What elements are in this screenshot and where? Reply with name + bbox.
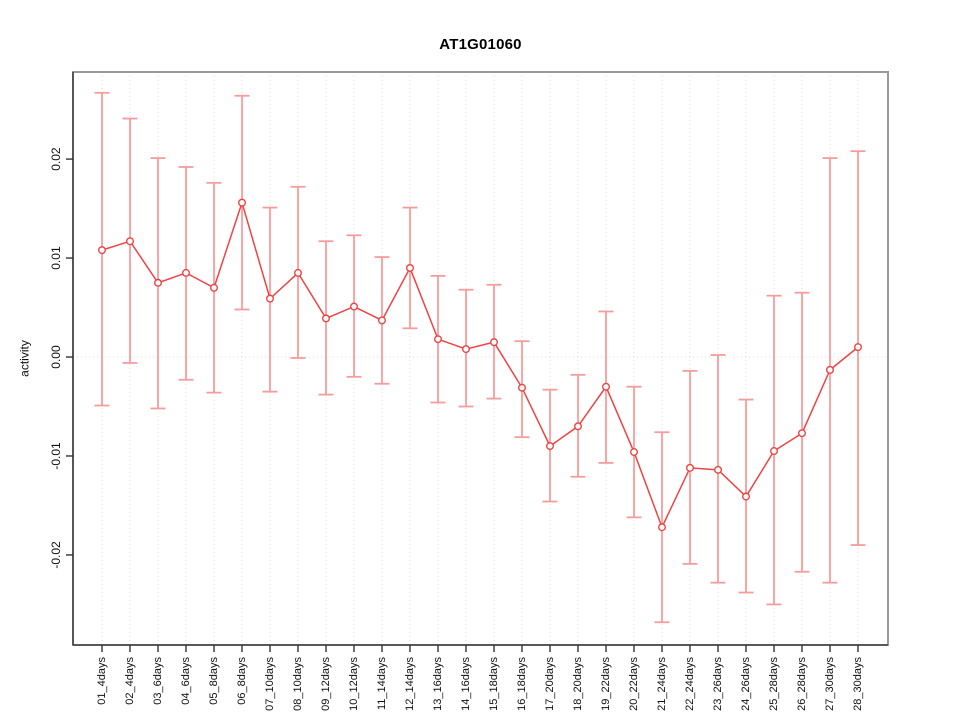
x-tick-label: 27_30days bbox=[824, 657, 836, 711]
x-tick-label: 13_16days bbox=[432, 657, 444, 711]
data-point bbox=[153, 278, 162, 287]
x-tick-label: 12_14days bbox=[404, 657, 416, 711]
data-point bbox=[97, 246, 106, 255]
data-point bbox=[798, 429, 807, 438]
data-point bbox=[826, 365, 835, 374]
data-point bbox=[462, 345, 471, 354]
x-tick-label: 10_12days bbox=[348, 657, 360, 711]
x-tick-label: 16_18days bbox=[516, 657, 528, 711]
data-point bbox=[406, 263, 415, 272]
x-tick-label: 04_6days bbox=[180, 657, 192, 705]
x-tick-label: 23_26days bbox=[712, 657, 724, 711]
data-point bbox=[490, 338, 499, 347]
x-tick-label: 14_16days bbox=[460, 657, 472, 711]
x-tick-label: 11_14days bbox=[376, 657, 388, 711]
data-point bbox=[630, 448, 639, 457]
data-point bbox=[378, 316, 387, 325]
x-tick-label: 17_20days bbox=[544, 657, 556, 711]
data-point bbox=[686, 463, 695, 472]
data-point bbox=[574, 422, 583, 431]
x-tick-label: 15_18days bbox=[488, 657, 500, 711]
x-tick-label: 09_12days bbox=[320, 657, 332, 711]
data-point bbox=[742, 492, 751, 501]
y-tick-label: -0.02 bbox=[49, 541, 63, 569]
data-point bbox=[434, 335, 443, 344]
x-tick-label: 08_10days bbox=[292, 657, 304, 711]
x-tick-label: 02_4days bbox=[124, 657, 136, 705]
data-point bbox=[125, 237, 134, 246]
data-point bbox=[181, 268, 190, 277]
x-tick-label: 22_24days bbox=[684, 657, 696, 711]
data-point bbox=[770, 447, 779, 456]
x-tick-label: 24_26days bbox=[740, 657, 752, 711]
data-point bbox=[854, 343, 863, 352]
y-axis-label: activity bbox=[17, 340, 32, 377]
x-tick-label: 19_22days bbox=[600, 657, 612, 711]
y-tick-label: 0.00 bbox=[49, 345, 63, 369]
x-tick-label: 01_4days bbox=[96, 657, 108, 705]
x-tick-label: 05_8days bbox=[208, 657, 220, 705]
data-point bbox=[658, 523, 667, 532]
data-point bbox=[209, 283, 218, 292]
data-point bbox=[322, 314, 331, 323]
data-point bbox=[294, 268, 303, 277]
series-line bbox=[101, 200, 859, 530]
y-tick-label: 0.01 bbox=[49, 246, 63, 270]
plot-frame bbox=[72, 71, 889, 646]
chart-title: AT1G01060 bbox=[439, 36, 522, 53]
data-point bbox=[350, 302, 359, 311]
data-point bbox=[546, 442, 555, 451]
data-point bbox=[602, 382, 611, 391]
data-point bbox=[714, 465, 723, 474]
x-tick-label: 25_28days bbox=[768, 657, 780, 711]
x-tick-label: 07_10days bbox=[264, 657, 276, 711]
y-tick-label: -0.01 bbox=[49, 442, 63, 470]
x-tick-label: 03_6days bbox=[152, 657, 164, 705]
x-tick-label: 26_28days bbox=[796, 657, 808, 711]
y-tick-label: 0.02 bbox=[49, 147, 63, 171]
x-tick-label: 28_30days bbox=[852, 657, 864, 711]
data-point bbox=[266, 294, 275, 303]
data-point bbox=[518, 383, 527, 392]
x-tick-label: 21_24days bbox=[656, 657, 668, 711]
x-tick-label: 06_8days bbox=[236, 657, 248, 705]
x-tick-label: 20_22days bbox=[628, 657, 640, 711]
data-point bbox=[237, 198, 246, 207]
x-tick-label: 18_20days bbox=[572, 657, 584, 711]
